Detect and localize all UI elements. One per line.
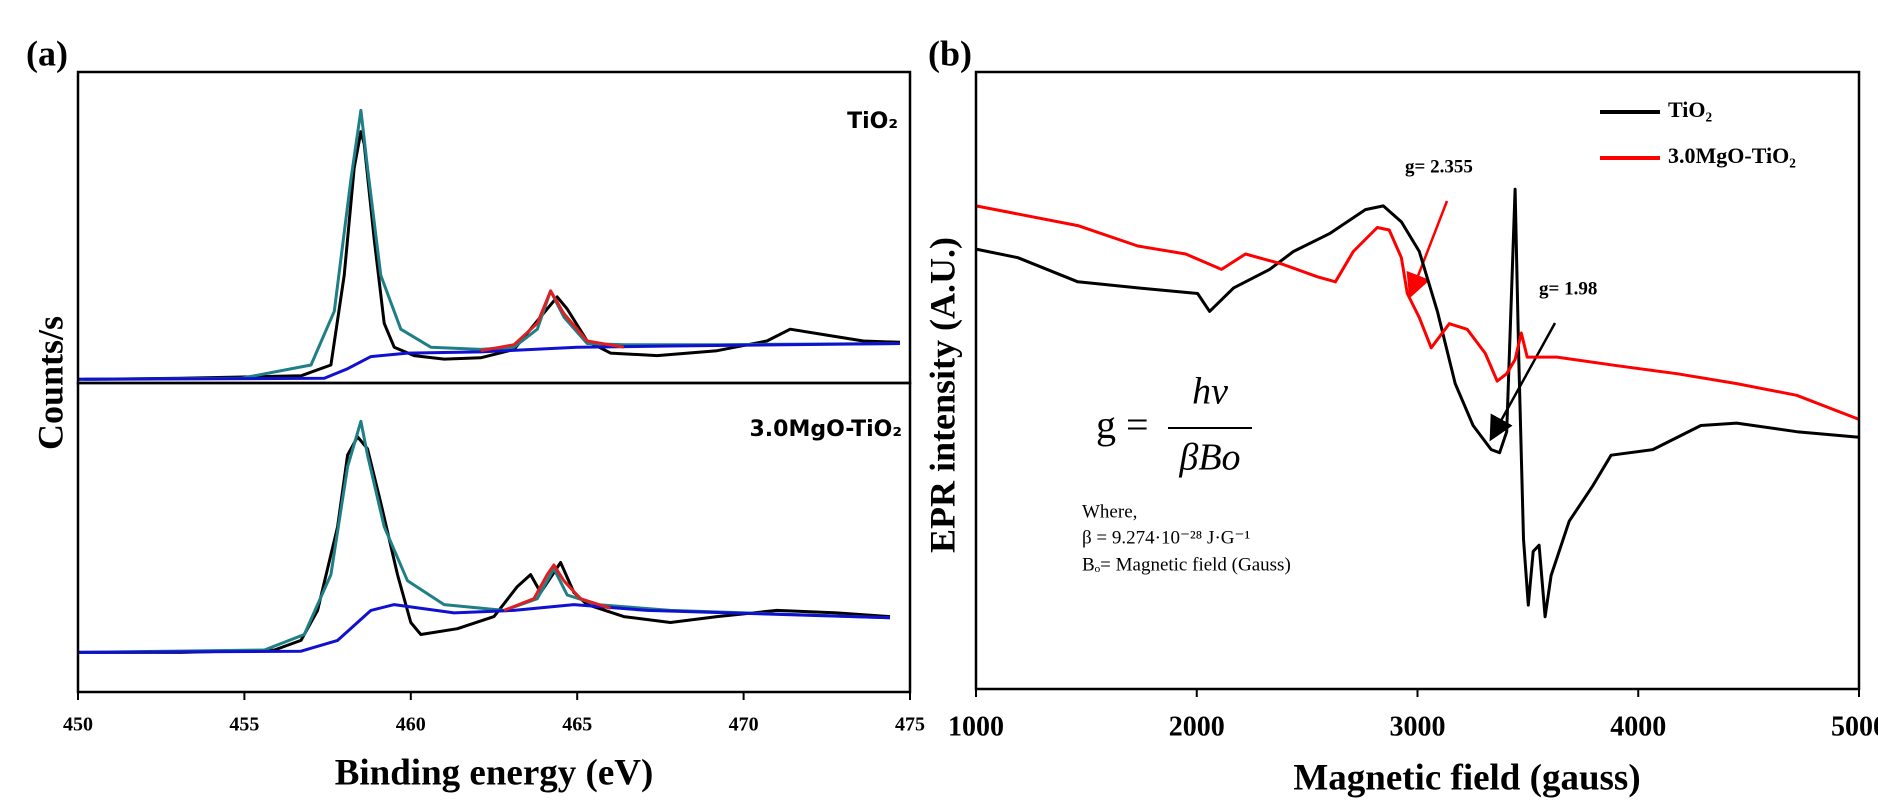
x-axis-label: Binding energy (eV) <box>335 752 654 793</box>
plot-frame <box>76 381 912 694</box>
panel-label: (b) <box>928 33 972 73</box>
data-line <box>975 187 1860 619</box>
annotation: g= 2.355 <box>1405 156 1473 177</box>
data-line <box>77 419 891 654</box>
data-line <box>503 563 611 612</box>
panel-annotation: TiO₂ <box>847 109 898 134</box>
x-tick-label: 4000 <box>1610 711 1666 742</box>
x-tick-label: 5000 <box>1831 711 1878 742</box>
panel-annotation: 3.0MgO-TiO₂ <box>749 417 902 442</box>
formula-numerator: hv <box>1192 371 1228 413</box>
y-axis-label: Counts/s <box>30 316 70 450</box>
data-line <box>975 204 1860 421</box>
x-tick-label: 3000 <box>1390 711 1446 742</box>
panel-label: (a) <box>26 33 68 73</box>
formula-denominator: βBo <box>1178 437 1240 479</box>
data-line <box>480 289 625 353</box>
annotation: g= 1.98 <box>1539 278 1597 299</box>
x-tick-label: 460 <box>396 714 426 736</box>
data-line <box>78 435 891 654</box>
y-axis-label: EPR intensity (A.U.) <box>922 237 962 553</box>
legend-label: TiO₂ <box>1668 97 1713 122</box>
formula-lhs: g = <box>1096 402 1149 447</box>
arrow <box>1406 200 1449 299</box>
x-tick-label: 2000 <box>1169 711 1225 742</box>
data-line <box>84 130 901 381</box>
x-tick-label: 1000 <box>948 711 1004 742</box>
note: β = 9.274·10⁻²⁸ J·G⁻¹ <box>1082 527 1251 548</box>
note: Where, <box>1082 501 1137 522</box>
plot-frame <box>76 70 912 385</box>
data-line <box>77 342 901 381</box>
x-axis-label: Magnetic field (gauss) <box>1293 757 1640 798</box>
x-tick-label: 455 <box>229 714 259 736</box>
note: Bₒ= Magnetic field (Gauss) <box>1082 554 1291 575</box>
x-tick-label: 450 <box>63 714 93 736</box>
legend-label: 3.0MgO-TiO₂ <box>1668 143 1796 168</box>
x-tick-label: 475 <box>895 714 925 736</box>
data-line <box>77 108 901 381</box>
arrow <box>1489 322 1557 442</box>
x-tick-label: 470 <box>729 714 759 736</box>
x-tick-label: 465 <box>562 714 592 736</box>
